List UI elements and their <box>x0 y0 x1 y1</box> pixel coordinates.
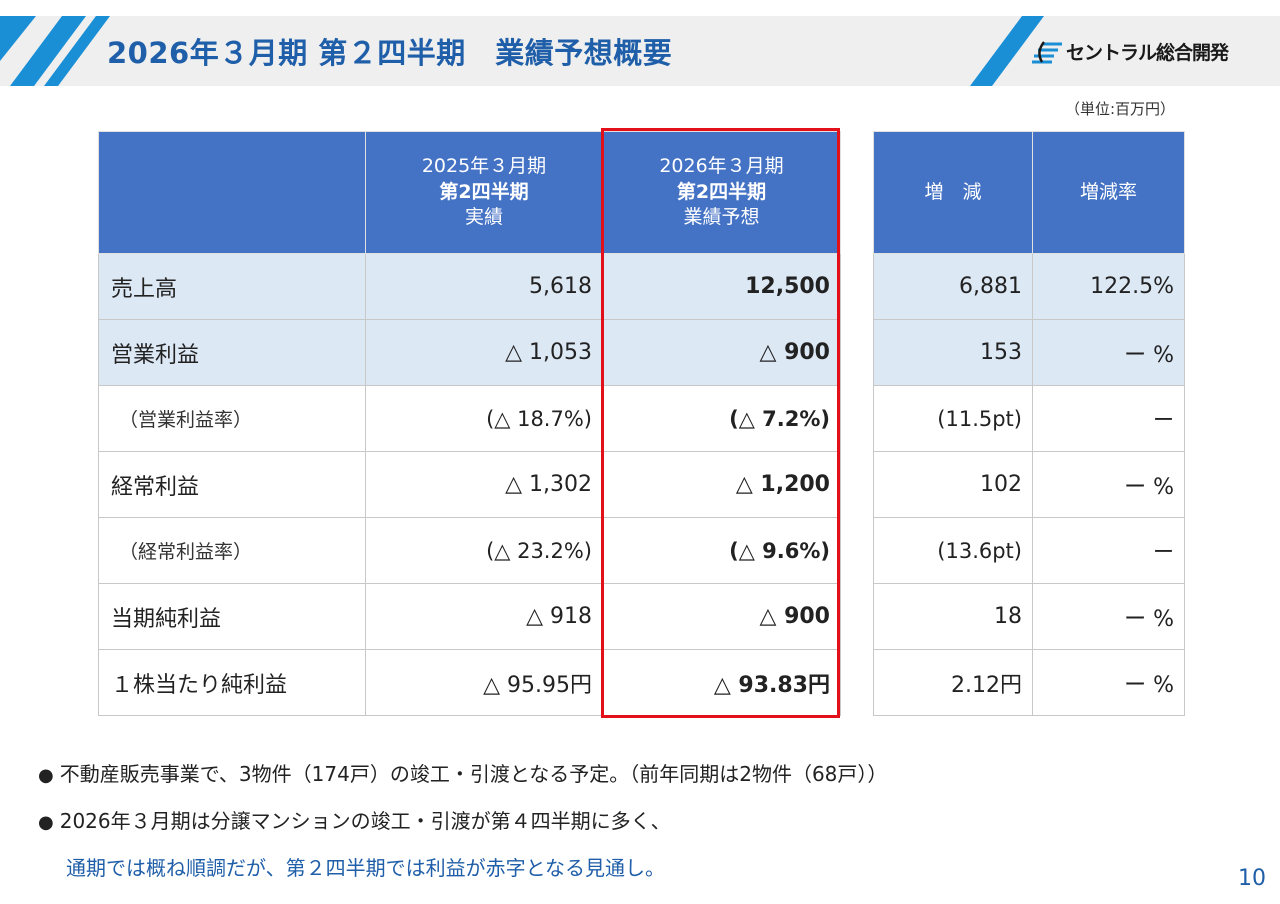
header-forecast: 2026年３月期 第2四半期 業績予想 <box>602 131 841 254</box>
page-title: 2026年３月期 第２四半期 業績予想概要 <box>107 36 673 70</box>
table-row: 2.12円 ー % <box>873 649 1185 716</box>
company-logo-mark-icon <box>1032 40 1062 63</box>
change-value: 102 <box>873 451 1033 518</box>
header-stripes-decoration <box>0 16 110 86</box>
prev-value: △ 1,302 <box>365 451 603 518</box>
note-text: 2026年３月期は分譲マンションの竣工・引渡が第４四半期に多く、 <box>59 809 671 833</box>
prev-value: (△ 18.7%) <box>365 385 603 452</box>
header-band <box>0 16 1280 86</box>
table-row: （営業利益率） (△ 18.7%) (△ 7.2%) <box>98 385 841 452</box>
results-table: 2025年３月期 第2四半期 実績 2026年３月期 第2四半期 業績予想 売上… <box>98 131 841 716</box>
forecast-type: 業績予想 <box>683 206 760 229</box>
prev-year-quarter: 第2四半期 <box>439 180 529 203</box>
note-item: ● 2026年３月期は分譲マンションの竣工・引渡が第４四半期に多く、 <box>38 805 671 834</box>
header-label-cell <box>98 131 366 254</box>
change-value: 6,881 <box>873 253 1033 320</box>
prev-value: (△ 23.2%) <box>365 517 603 584</box>
prev-value: △ 95.95円 <box>365 649 603 716</box>
company-logo: セントラル総合開発 <box>1030 38 1229 65</box>
bullet-icon: ● <box>38 765 54 786</box>
forecast-quarter: 第2四半期 <box>676 180 767 203</box>
prev-value: 5,618 <box>365 253 603 320</box>
table-row: 102 ー % <box>873 451 1185 518</box>
forecast-value: △ 900 <box>602 319 841 386</box>
prev-year-type: 実績 <box>464 206 503 229</box>
table-header-row: 2025年３月期 第2四半期 実績 2026年３月期 第2四半期 業績予想 <box>98 131 841 254</box>
table-row: 売上高 5,618 12,500 <box>98 253 841 320</box>
change-rate-value: ー % <box>1032 649 1185 716</box>
table-row: １株当たり純利益 △ 95.95円 △ 93.83円 <box>98 649 841 716</box>
change-table: 増 減 増減率 6,881 122.5% 153 ー % (11.5pt) ー … <box>873 131 1185 716</box>
row-label: 売上高 <box>98 253 366 320</box>
forecast-value: △ 900 <box>602 583 841 650</box>
table-row: 18 ー % <box>873 583 1185 650</box>
table-row: 153 ー % <box>873 319 1185 386</box>
row-label: 経常利益 <box>98 451 366 518</box>
change-value: 2.12円 <box>873 649 1033 716</box>
page-number: 10 <box>1238 866 1266 891</box>
table-row: 経常利益 △ 1,302 △ 1,200 <box>98 451 841 518</box>
table-row: 6,881 122.5% <box>873 253 1185 320</box>
row-label: 営業利益 <box>98 319 366 386</box>
row-label: １株当たり純利益 <box>98 649 366 716</box>
bullet-icon: ● <box>38 812 54 833</box>
prev-value: △ 1,053 <box>365 319 603 386</box>
header-prev-year: 2025年３月期 第2四半期 実績 <box>365 131 603 254</box>
logo-stripes-decoration <box>970 16 1044 86</box>
forecast-value: △ 93.83円 <box>602 649 841 716</box>
prev-value: △ 918 <box>365 583 603 650</box>
row-label: 当期純利益 <box>98 583 366 650</box>
change-rate-value: ー % <box>1032 451 1185 518</box>
forecast-value: (△ 7.2%) <box>602 385 841 452</box>
header-change: 増 減 <box>873 131 1033 254</box>
change-rate-value: ー <box>1032 385 1185 452</box>
table-row: 当期純利益 △ 918 △ 900 <box>98 583 841 650</box>
note-continuation: 通期では概ね順調だが、第２四半期では利益が赤字となる見通し。 <box>66 856 665 880</box>
prev-year-period: 2025年３月期 <box>421 155 547 178</box>
table-row: （経常利益率） (△ 23.2%) (△ 9.6%) <box>98 517 841 584</box>
table-row: (11.5pt) ー <box>873 385 1185 452</box>
change-rate-value: ー % <box>1032 583 1185 650</box>
change-value: (13.6pt) <box>873 517 1033 584</box>
change-rate-value: ー <box>1032 517 1185 584</box>
note-text: 不動産販売事業で、3物件（174戸）の竣工・引渡となる予定。（前年同期は2物件（… <box>59 762 888 786</box>
change-value: (11.5pt) <box>873 385 1033 452</box>
forecast-value: △ 1,200 <box>602 451 841 518</box>
change-value: 153 <box>873 319 1033 386</box>
company-logo-text: セントラル総合開発 <box>1066 42 1229 64</box>
change-rate-value: ー % <box>1032 319 1185 386</box>
change-rate-value: 122.5% <box>1032 253 1185 320</box>
note-item: ● 不動産販売事業で、3物件（174戸）の竣工・引渡となる予定。（前年同期は2物件… <box>38 758 887 787</box>
row-label: （営業利益率） <box>98 385 366 452</box>
header-change-rate: 増減率 <box>1032 131 1185 254</box>
unit-label: （単位:百万円） <box>1064 100 1175 118</box>
forecast-value: 12,500 <box>602 253 841 320</box>
table-row: 営業利益 △ 1,053 △ 900 <box>98 319 841 386</box>
change-value: 18 <box>873 583 1033 650</box>
forecast-value: (△ 9.6%) <box>602 517 841 584</box>
table-header-row: 増 減 増減率 <box>873 131 1185 254</box>
forecast-period: 2026年３月期 <box>659 155 784 178</box>
row-label: （経常利益率） <box>98 517 366 584</box>
table-row: (13.6pt) ー <box>873 517 1185 584</box>
